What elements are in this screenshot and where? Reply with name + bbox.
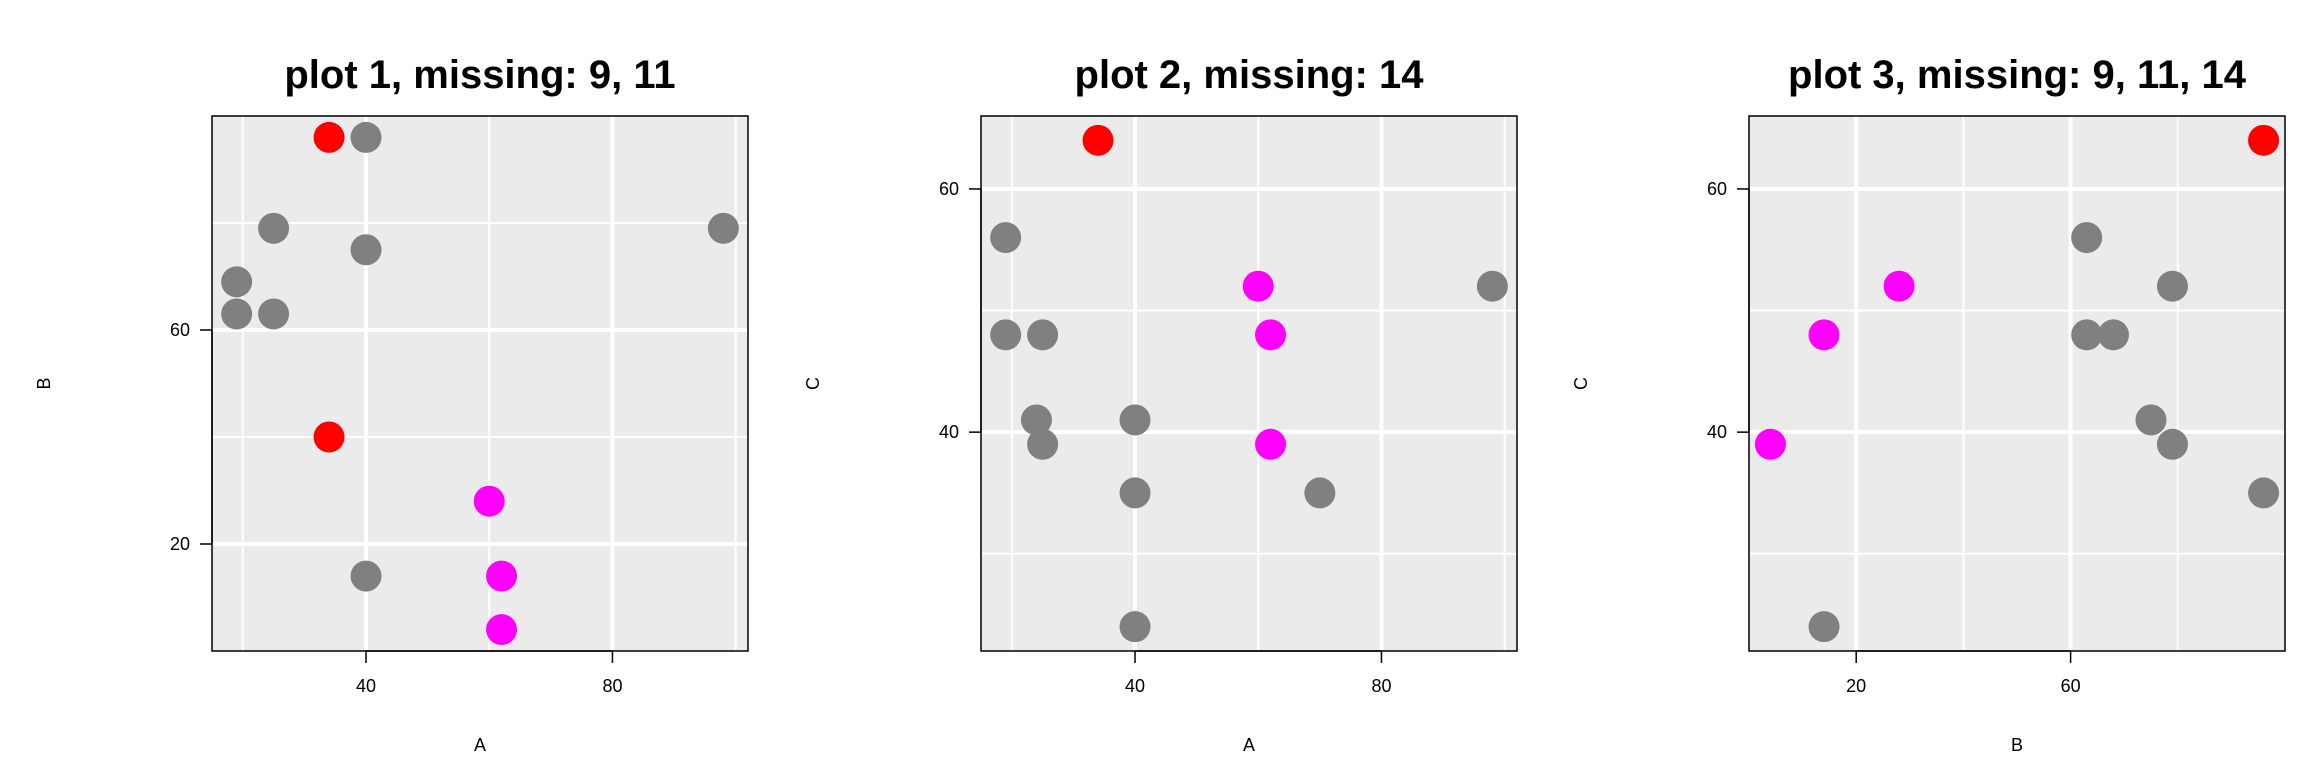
- data-point-imputed-y: [1242, 270, 1274, 302]
- data-point-observed: [2071, 222, 2103, 254]
- y-tick-label: 60: [170, 320, 190, 340]
- data-point-imputed-y: [1255, 319, 1287, 351]
- data-point-imputed-x: [1082, 124, 1114, 156]
- data-point-observed: [1119, 477, 1151, 509]
- y-tick-label: 60: [939, 179, 959, 199]
- data-point-observed: [350, 560, 382, 592]
- data-point-observed: [350, 121, 382, 153]
- data-point-observed: [1119, 611, 1151, 643]
- data-point-observed: [990, 222, 1022, 254]
- data-point-imputed-y: [486, 614, 518, 646]
- x-tick-label: 40: [356, 676, 376, 696]
- data-point-imputed-y: [1754, 428, 1786, 460]
- x-axis-title: B: [2011, 735, 2023, 755]
- y-tick-label: 40: [939, 422, 959, 442]
- data-point-observed: [1808, 611, 1840, 643]
- y-axis-title: C: [803, 377, 823, 390]
- data-point-imputed-y: [486, 560, 518, 592]
- data-point-observed: [2156, 270, 2188, 302]
- grid: [1749, 116, 2285, 651]
- x-axis-title: A: [1243, 735, 1255, 755]
- data-point-observed: [221, 266, 253, 298]
- plot-panel: [212, 116, 748, 651]
- x-axis-title: A: [474, 735, 486, 755]
- data-point-observed: [2097, 319, 2129, 351]
- x-tick-label: 80: [602, 676, 622, 696]
- data-point-imputed-x: [313, 121, 345, 153]
- data-point-observed: [990, 319, 1022, 351]
- data-point-observed: [221, 298, 253, 330]
- plot-title: plot 3, missing: 9, 11, 14: [1788, 53, 2247, 97]
- y-tick-label: 20: [170, 534, 190, 554]
- y-axis-title: B: [34, 377, 54, 389]
- data-point-observed: [2135, 404, 2167, 436]
- data-point-observed: [1476, 270, 1508, 302]
- x-axis: 40 80: [1125, 650, 1391, 696]
- grid: [212, 116, 748, 651]
- y-axis-title: C: [1571, 377, 1591, 390]
- data-point-observed: [1119, 404, 1151, 436]
- y-tick-label: 60: [1707, 179, 1727, 199]
- data-point-observed: [1027, 428, 1059, 460]
- data-point-observed: [2248, 477, 2280, 509]
- data-point-imputed-y: [1883, 270, 1915, 302]
- data-point-observed: [2071, 319, 2103, 351]
- data-point-observed: [1020, 404, 1052, 436]
- points: [990, 124, 1508, 643]
- data-point-observed: [1027, 319, 1059, 351]
- plot-panel: [981, 116, 1517, 651]
- data-point-imputed-x: [2248, 124, 2280, 156]
- plot-panel: [1749, 116, 2285, 651]
- data-point-imputed-y: [1808, 319, 1840, 351]
- grid: [981, 116, 1517, 651]
- data-point-imputed-y: [473, 485, 505, 517]
- data-point-observed: [350, 234, 382, 266]
- data-point-observed: [707, 212, 739, 244]
- x-tick-label: 60: [2061, 676, 2081, 696]
- plot-title: plot 2, missing: 14: [1075, 53, 1425, 97]
- points: [1754, 124, 2280, 643]
- data-point-observed: [258, 298, 290, 330]
- x-tick-label: 80: [1371, 676, 1391, 696]
- x-tick-label: 40: [1125, 676, 1145, 696]
- y-axis: 40 60: [1707, 179, 1750, 442]
- data-point-observed: [2156, 428, 2188, 460]
- x-axis: 40 80: [356, 650, 622, 696]
- y-tick-label: 40: [1707, 422, 1727, 442]
- points: [221, 121, 739, 646]
- data-point-imputed-y: [1255, 428, 1287, 460]
- y-axis: 40 60: [939, 179, 982, 442]
- plot-title: plot 1, missing: 9, 11: [284, 53, 675, 97]
- x-tick-label: 20: [1846, 676, 1866, 696]
- data-point-observed: [1304, 477, 1336, 509]
- data-point-observed: [258, 212, 290, 244]
- data-point-imputed-x: [313, 421, 345, 453]
- x-axis: 20 60: [1846, 650, 2081, 696]
